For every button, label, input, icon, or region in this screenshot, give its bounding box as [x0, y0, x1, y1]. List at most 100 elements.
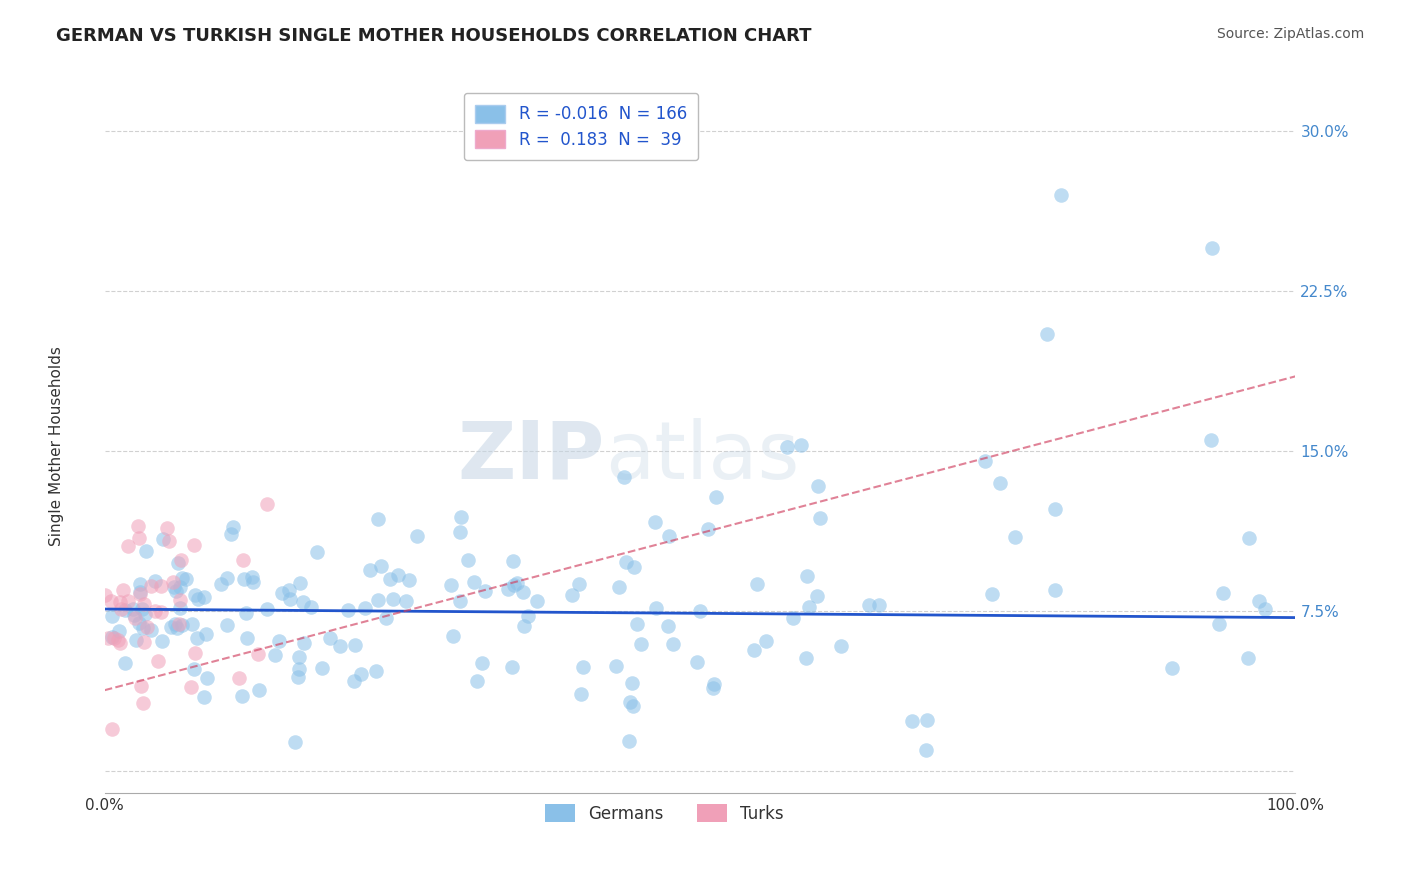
Point	[149, 605, 172, 619]
Point	[169, 593, 191, 607]
Point	[184, 588, 207, 602]
Point	[124, 607, 146, 622]
Point	[449, 524, 471, 539]
Point	[264, 648, 287, 663]
Point	[169, 600, 191, 615]
Point	[1254, 602, 1277, 616]
Point	[914, 743, 936, 757]
Point	[146, 654, 169, 668]
Point	[132, 635, 155, 649]
Point	[193, 590, 215, 604]
Text: atlas: atlas	[605, 417, 799, 495]
Point	[501, 660, 523, 674]
Point	[367, 593, 389, 607]
Point	[129, 584, 152, 599]
Point	[697, 522, 720, 536]
Point	[782, 611, 804, 625]
Point	[686, 655, 709, 669]
Point	[167, 556, 190, 570]
Point	[292, 636, 315, 650]
Point	[256, 602, 278, 616]
Point	[702, 681, 724, 695]
Point	[193, 690, 215, 704]
Point	[568, 576, 591, 591]
Point	[132, 597, 155, 611]
Point	[184, 646, 207, 660]
Point	[658, 529, 681, 543]
Point	[271, 585, 294, 599]
Legend: Germans, Turks: Germans, Turks	[533, 792, 796, 834]
Point	[619, 696, 641, 710]
Point	[513, 619, 536, 633]
Point	[607, 580, 630, 594]
Point	[981, 587, 1004, 601]
Point	[128, 531, 150, 545]
Point	[152, 532, 174, 546]
Point	[350, 667, 373, 681]
Point	[703, 677, 725, 691]
Point	[267, 634, 290, 648]
Point	[128, 615, 150, 630]
Point	[169, 580, 191, 594]
Point	[359, 563, 381, 577]
Point	[605, 659, 627, 673]
Point	[502, 554, 524, 568]
Point	[1043, 501, 1066, 516]
Point	[112, 583, 135, 598]
Point	[561, 588, 583, 602]
Point	[868, 599, 890, 613]
Point	[794, 651, 817, 665]
Point	[183, 662, 205, 676]
Point	[195, 671, 218, 685]
Point	[247, 683, 270, 698]
Point	[187, 591, 209, 606]
Point	[644, 516, 666, 530]
Point	[170, 618, 193, 632]
Point	[807, 479, 830, 493]
Point	[121, 602, 143, 616]
Point	[129, 577, 152, 591]
Point	[450, 510, 472, 524]
Point	[170, 553, 193, 567]
Point	[108, 594, 131, 608]
Point	[231, 689, 253, 703]
Point	[474, 583, 496, 598]
Point	[114, 603, 136, 617]
Point	[129, 587, 152, 601]
Point	[512, 584, 534, 599]
Point	[163, 580, 186, 594]
Point	[222, 519, 245, 533]
Point	[569, 687, 592, 701]
Point	[621, 699, 644, 714]
Point	[97, 631, 120, 645]
Point	[292, 595, 315, 609]
Point	[247, 647, 270, 661]
Point	[170, 572, 193, 586]
Point	[219, 527, 242, 541]
Point	[101, 631, 124, 645]
Point	[367, 512, 389, 526]
Text: Source: ZipAtlas.com: Source: ZipAtlas.com	[1216, 27, 1364, 41]
Point	[156, 521, 179, 535]
Point	[364, 664, 387, 678]
Point	[1161, 661, 1184, 675]
Point	[1035, 326, 1057, 341]
Point	[186, 632, 208, 646]
Point	[973, 454, 995, 468]
Point	[790, 438, 813, 452]
Point	[382, 592, 405, 607]
Point	[406, 529, 429, 543]
Point	[240, 570, 263, 584]
Point	[776, 441, 799, 455]
Point	[107, 633, 129, 648]
Point	[745, 577, 768, 591]
Point	[808, 511, 831, 525]
Point	[915, 713, 938, 727]
Point	[159, 620, 181, 634]
Point	[235, 606, 257, 620]
Point	[209, 577, 232, 591]
Point	[101, 722, 124, 736]
Point	[644, 600, 666, 615]
Point	[375, 610, 398, 624]
Point	[108, 624, 131, 638]
